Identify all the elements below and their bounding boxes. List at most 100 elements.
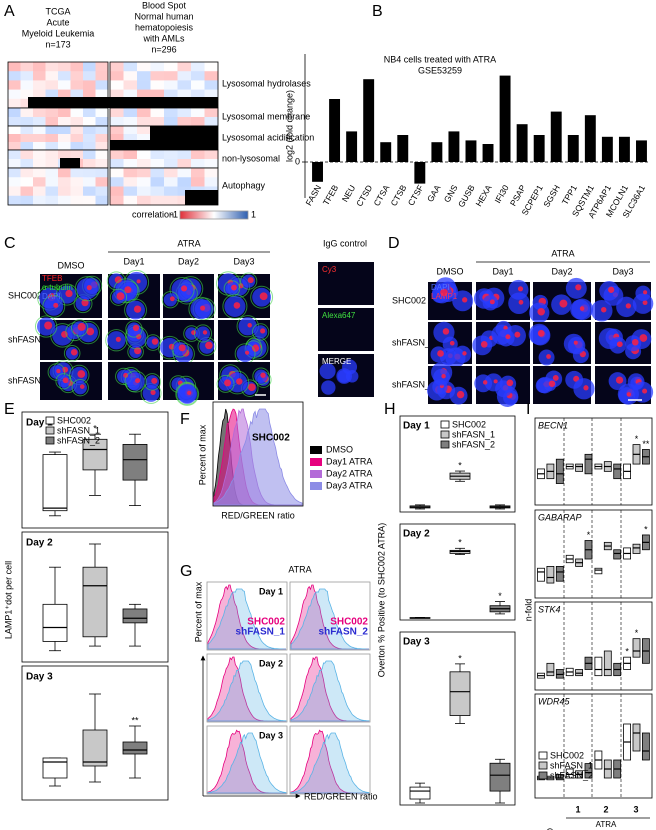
heat-cell (45, 89, 59, 100)
legend-swatch (45, 426, 55, 435)
heat-cell (110, 62, 124, 72)
puncta (169, 296, 175, 302)
cell-rim (105, 329, 128, 352)
puncta (441, 373, 446, 379)
cell-rim (175, 381, 200, 406)
heat-cell (123, 195, 138, 206)
puncta (115, 336, 121, 342)
puncta (643, 290, 648, 295)
heat-cell (177, 71, 192, 81)
legend-label: SHC002 (57, 415, 91, 425)
puncta (442, 328, 450, 335)
heatmap-title: Blood Spot (142, 0, 187, 10)
heat-cell (150, 80, 165, 90)
heat-cell (150, 168, 165, 178)
cell-rim (55, 283, 79, 306)
heat-cell (70, 168, 84, 178)
heat-cell (123, 126, 138, 135)
group-label: ATRA (551, 248, 574, 258)
puncta (77, 322, 86, 331)
axis-title: LAMP1⁺dot per cell (3, 561, 13, 639)
heat-cell (45, 117, 59, 127)
chart-subtitle: GSE53259 (418, 65, 462, 75)
puncta (116, 292, 125, 301)
heat-cell (137, 71, 151, 81)
cell (336, 368, 353, 384)
heat-cell (45, 134, 59, 143)
plot-frame (534, 417, 653, 506)
heat-cell (8, 150, 21, 160)
heat-cell (33, 62, 46, 72)
column-label: IgG control (323, 238, 367, 248)
puncta (575, 284, 582, 291)
legend-label: shFASN_2 (452, 439, 495, 449)
heat-cell (83, 142, 96, 151)
plot-frame (399, 631, 516, 806)
heat-cell (137, 150, 151, 160)
heat-cell (83, 195, 96, 206)
heat-cell (164, 150, 178, 160)
heat-cell (70, 142, 84, 151)
heat-cell (58, 195, 71, 206)
heat-cell (33, 195, 46, 206)
heat-cell (177, 150, 192, 160)
channel-label: Alexa647 (322, 311, 356, 320)
row-label: Lysosomal acidification (222, 132, 314, 142)
puncta (224, 379, 232, 387)
heat-cell (20, 186, 34, 197)
box (489, 762, 511, 792)
legend-swatch (440, 420, 450, 429)
cell (177, 383, 198, 404)
cell (453, 345, 472, 364)
puncta (86, 285, 92, 291)
heat-cell (150, 150, 165, 160)
legend-label: shFASN_1 (236, 627, 286, 638)
cell-rim (63, 344, 81, 362)
heat-cell (45, 71, 59, 81)
heat-cell (70, 150, 84, 160)
heat-cell (70, 186, 84, 197)
puncta (70, 349, 78, 356)
legend-swatch (310, 458, 322, 466)
bar (550, 111, 562, 162)
row-label: shFASN_1 (392, 337, 435, 347)
heat-cell (83, 108, 96, 118)
legend-label: SHC002 (452, 419, 486, 429)
heat-cell (58, 108, 71, 118)
cell-rim (124, 370, 147, 393)
plot-frame (399, 523, 516, 621)
heat-cell (137, 159, 151, 169)
row-label: shFASN_2 (392, 379, 435, 389)
x-tick-label: CTSA (371, 183, 391, 208)
box (42, 454, 68, 512)
heat-cell (33, 150, 46, 160)
bar (363, 79, 375, 162)
heat-cell (110, 150, 124, 160)
legend-swatch (538, 761, 548, 770)
stain-label: TFEB (42, 274, 62, 283)
x-tick-label: FASN (303, 183, 323, 207)
x-tick-label: 1 (575, 804, 580, 814)
heat-cell (110, 134, 124, 143)
panel-label: I (526, 401, 530, 418)
puncta (79, 384, 85, 389)
heat-cell (58, 134, 71, 143)
puncta (517, 286, 524, 292)
puncta (514, 331, 521, 338)
box (537, 567, 545, 582)
axis-title: RED/GREEN ratio (304, 791, 378, 801)
cell-rim (216, 374, 235, 393)
stain-label: α-tubulin (42, 283, 73, 292)
heat-cell (150, 62, 165, 72)
heat-cell (95, 195, 109, 206)
gene-label: STK4 (538, 604, 561, 614)
puncta (579, 306, 585, 311)
day-label: Day 3 (403, 637, 430, 648)
row-label: shFASN_2 (8, 375, 51, 385)
heat-cell (33, 89, 46, 100)
heat-cell (177, 168, 192, 178)
column-label: Day1 (492, 266, 513, 276)
puncta (462, 351, 467, 356)
heat-cell (95, 134, 109, 143)
heat-cell (58, 142, 71, 151)
